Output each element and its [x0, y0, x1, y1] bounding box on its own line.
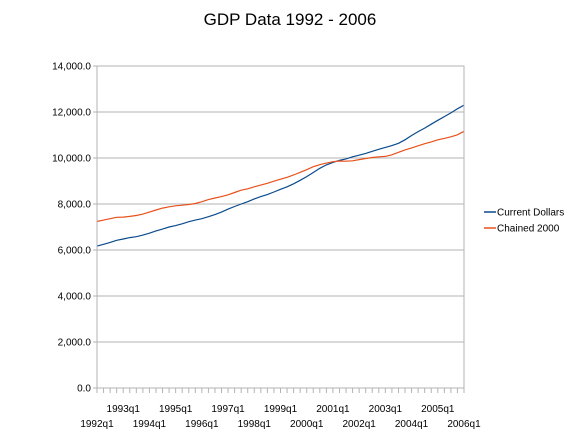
y-tick-label: 4,000.0 — [58, 292, 92, 303]
legend: Current Dollars Chained 2000 — [484, 208, 564, 235]
x-tick-label: 2006q1 — [447, 419, 481, 430]
x-tick-label: 1993q1 — [107, 404, 141, 415]
x-tick-label: 2004q1 — [395, 419, 429, 430]
x-tick-label: 1995q1 — [159, 404, 193, 415]
x-tick-label: 2005q1 — [421, 404, 455, 415]
y-tick-label: 0.0 — [77, 384, 91, 395]
x-tick-label: 1997q1 — [211, 404, 245, 415]
x-tick-label: 1994q1 — [133, 419, 167, 430]
y-axis-ticks: 0.0 2,000.0 4,000.0 6,000.0 8,000.0 10,000.0 1… — [52, 62, 97, 395]
x-tick-label: 1998q1 — [238, 419, 272, 430]
x-tick-label: 1999q1 — [264, 404, 298, 415]
x-tick-label: 2000q1 — [290, 419, 324, 430]
y-tick-label: 12,000.0 — [52, 108, 91, 119]
legend-label: Current Dollars — [497, 208, 564, 219]
plot-area-border — [96, 65, 465, 389]
y-tick-label: 8,000.0 — [58, 200, 92, 211]
chart-title: GDP Data 1992 - 2006 — [204, 10, 377, 29]
x-axis-ticks: 1993q1 1995q1 1997q1 1999q1 2001q1 2003q1 2005… — [80, 388, 481, 430]
y-tick-label: 2,000.0 — [58, 338, 92, 349]
x-tick-label: 1992q1 — [80, 419, 114, 430]
x-tick-label: 2003q1 — [369, 404, 403, 415]
series-line-1 — [96, 104, 465, 247]
series-lines — [96, 104, 465, 247]
x-tick-label: 2001q1 — [316, 404, 350, 415]
y-tick-label: 6,000.0 — [58, 246, 92, 257]
legend-label: Chained 2000 — [497, 224, 560, 235]
y-tick-label: 10,000.0 — [52, 154, 91, 165]
y-tick-label: 14,000.0 — [52, 62, 91, 73]
series-line-2 — [96, 130, 465, 223]
x-tick-label: 2002q1 — [342, 419, 376, 430]
x-tick-label: 1996q1 — [185, 419, 219, 430]
gridlines — [97, 65, 464, 389]
